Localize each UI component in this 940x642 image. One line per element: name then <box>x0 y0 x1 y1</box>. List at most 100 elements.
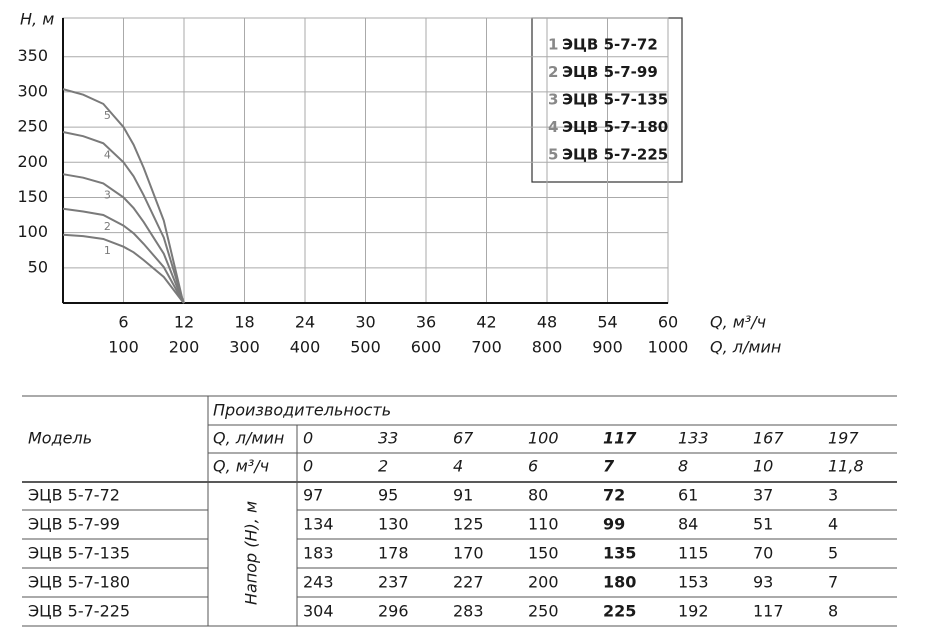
y-tick-label: 50 <box>28 257 48 276</box>
table-model: ЭЦВ 5-7-99 <box>28 515 120 534</box>
x2-tick-label: 500 <box>350 338 381 357</box>
table-cell: 225 <box>603 602 636 621</box>
table-cell: 7 <box>828 573 838 592</box>
table-cell: 115 <box>678 544 709 563</box>
table-model: ЭЦВ 5-7-72 <box>28 486 120 505</box>
y-tick-label: 350 <box>17 46 48 65</box>
table-cell: 227 <box>453 573 484 592</box>
table-cell: 97 <box>303 486 323 505</box>
table-header: Q, м³/ч <box>213 457 269 476</box>
table-cell: 11,8 <box>828 457 864 476</box>
table-cell: 178 <box>378 544 409 563</box>
table-header: Q, л/мин <box>213 429 284 448</box>
table-cell: 5 <box>828 544 838 563</box>
table-cell: 130 <box>378 515 409 534</box>
curve-label: 2 <box>104 220 111 233</box>
table-cell: 237 <box>378 573 409 592</box>
table-model: ЭЦВ 5-7-135 <box>28 544 130 563</box>
legend-number: 1 <box>548 36 558 54</box>
table-cell: 250 <box>528 602 559 621</box>
x2-tick-label: 800 <box>532 338 563 357</box>
table-cell: 167 <box>753 429 784 448</box>
legend-label: ЭЦВ 5-7-180 <box>562 118 668 136</box>
x-tick-label: 24 <box>295 313 315 332</box>
table-cell: 296 <box>378 602 409 621</box>
legend-label: ЭЦВ 5-7-99 <box>562 63 658 81</box>
table-cell: 180 <box>603 573 636 592</box>
table-model: ЭЦВ 5-7-180 <box>28 573 130 592</box>
table-cell: 110 <box>528 515 559 534</box>
y-tick-label: 150 <box>17 187 48 206</box>
table-cell: 283 <box>453 602 484 621</box>
table-cell: 133 <box>678 429 709 448</box>
table-cell: 192 <box>678 602 709 621</box>
x-tick-label: 6 <box>118 313 128 332</box>
table-cell: 8 <box>828 602 838 621</box>
x-tick-label: 60 <box>658 313 678 332</box>
x2-tick-label: 200 <box>169 338 200 357</box>
y-tick-label: 100 <box>17 222 48 241</box>
table-cell: 183 <box>303 544 334 563</box>
table-cell: 67 <box>453 429 474 448</box>
table-cell: 243 <box>303 573 334 592</box>
x-tick-label: 36 <box>416 313 436 332</box>
legend-label: ЭЦВ 5-7-225 <box>562 146 668 164</box>
table-cell: 4 <box>453 457 463 476</box>
curve-label: 5 <box>104 109 111 122</box>
table-cell: 37 <box>753 486 773 505</box>
table-cell: 117 <box>753 602 784 621</box>
table-cell: 6 <box>528 457 538 476</box>
table-cell: 33 <box>378 429 398 448</box>
table-cell: 117 <box>603 429 637 448</box>
legend-number: 3 <box>548 91 558 109</box>
curve <box>62 131 185 304</box>
table-header: Производительность <box>213 401 391 420</box>
table-cell: 84 <box>678 515 698 534</box>
table-cell: 91 <box>453 486 473 505</box>
x2-tick-label: 600 <box>411 338 442 357</box>
table-cell: 200 <box>528 573 559 592</box>
legend-label: ЭЦВ 5-7-135 <box>562 91 668 109</box>
x2-tick-label: 900 <box>592 338 623 357</box>
table-header: Модель <box>28 429 92 448</box>
legend-number: 2 <box>548 63 558 81</box>
table-cell: 10 <box>753 457 773 476</box>
table-cell: 72 <box>603 486 625 505</box>
table-cell: 153 <box>678 573 709 592</box>
table-cell: 125 <box>453 515 484 534</box>
curve-label: 4 <box>104 148 111 161</box>
table-header-vertical: Напор (H), м <box>242 501 261 605</box>
x2-axis-label: Q, л/мин <box>710 338 781 357</box>
legend-number: 4 <box>548 118 558 136</box>
table-model: ЭЦВ 5-7-225 <box>28 602 130 621</box>
curve <box>62 207 185 304</box>
x-tick-label: 12 <box>174 313 194 332</box>
x2-tick-label: 300 <box>229 338 260 357</box>
curve-label: 3 <box>104 188 111 201</box>
x2-tick-label: 100 <box>108 338 139 357</box>
x-axis-label: Q, м³/ч <box>710 313 766 332</box>
table-cell: 150 <box>528 544 559 563</box>
y-tick-label: 200 <box>17 152 48 171</box>
table-cell: 0 <box>303 457 313 476</box>
x-tick-label: 42 <box>476 313 496 332</box>
table-cell: 61 <box>678 486 698 505</box>
x-tick-label: 18 <box>234 313 254 332</box>
table-cell: 3 <box>828 486 838 505</box>
table-cell: 4 <box>828 515 838 534</box>
table-cell: 197 <box>828 429 859 448</box>
curve-label: 1 <box>104 244 111 257</box>
legend-number: 5 <box>548 146 558 164</box>
y-tick-label: 300 <box>17 81 48 100</box>
table-cell: 134 <box>303 515 334 534</box>
table-cell: 93 <box>753 573 773 592</box>
table-cell: 7 <box>603 457 615 476</box>
table-cell: 0 <box>303 429 313 448</box>
legend-label: ЭЦВ 5-7-72 <box>562 36 658 54</box>
x2-tick-label: 1000 <box>648 338 689 357</box>
table-cell: 95 <box>378 486 398 505</box>
x2-tick-label: 400 <box>290 338 321 357</box>
table-cell: 51 <box>753 515 773 534</box>
x-tick-label: 54 <box>597 313 617 332</box>
